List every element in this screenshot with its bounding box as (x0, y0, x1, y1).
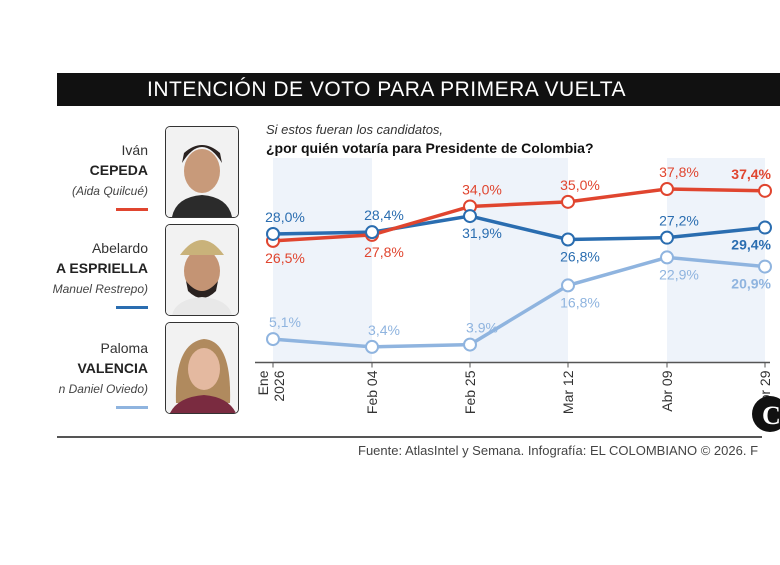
data-point (365, 225, 379, 240)
candidate-photo-cepeda (165, 126, 239, 218)
source-footer: Fuente: AtlasIntel y Semana. Infografía:… (358, 443, 759, 458)
data-label: 37,4% (731, 166, 771, 182)
data-point (758, 183, 772, 198)
background-band (273, 158, 372, 363)
data-point (561, 194, 575, 209)
data-label: 16,8% (560, 294, 600, 310)
candidate-first-name: Abelardo (91, 240, 148, 256)
footer-divider (57, 436, 762, 438)
candidate-photo-valencia (165, 322, 239, 414)
data-label: 3,4% (368, 322, 400, 338)
x-tick-label: Feb 04 (364, 370, 380, 414)
candidate-photo-espriella (165, 224, 239, 316)
data-label: 35,0% (560, 177, 600, 193)
chart-title: ¿por quién votaría para Presidente de Co… (266, 140, 594, 156)
candidate-vp: (Aida Quilcué) (71, 184, 148, 198)
data-point (463, 337, 477, 352)
data-point (365, 339, 379, 354)
data-label: 28,0% (265, 209, 305, 225)
data-label: 26,8% (560, 248, 600, 264)
candidate-last-name: VALENCIA (77, 360, 148, 376)
data-point (660, 250, 674, 265)
legend-swatch (116, 306, 148, 309)
data-label: 20,9% (731, 276, 771, 292)
candidate-first-name: Iván (121, 142, 148, 158)
x-tick-label: Ene2026 (255, 370, 287, 401)
data-label: 26,5% (265, 250, 305, 266)
data-label: 3.9% (466, 320, 498, 336)
infographic-title: INTENCIÓN DE VOTO PARA PRIMERA VUELTA (147, 78, 627, 101)
data-label: 22,9% (659, 266, 699, 282)
data-point (266, 226, 280, 241)
data-label: 37,8% (659, 164, 699, 180)
data-point (266, 332, 280, 347)
x-tick-label: Mar 12 (560, 370, 576, 414)
candidate-cepeda: Iván CEPEDA (Aida Quilcué) (72, 142, 148, 216)
candidate-last-name: CEPEDA (89, 162, 148, 178)
x-tick-label: Feb 25 (462, 370, 478, 414)
data-label: 27,8% (364, 244, 404, 260)
chart-subtitle: Si estos fueran los candidatos, (266, 122, 444, 137)
x-tick-label: Abr 09 (659, 370, 675, 411)
title-bar: INTENCIÓN DE VOTO PARA PRIMERA VUELTA (57, 73, 780, 106)
x-tick-label: Abr 29 (757, 370, 773, 411)
legend-swatch (116, 406, 148, 409)
series-line (272, 187, 766, 243)
series-line (272, 255, 766, 349)
data-point (561, 232, 575, 247)
data-label: 31,9% (462, 225, 502, 241)
data-point (561, 278, 575, 293)
candidate-vp: n Daniel Oviedo) (58, 382, 148, 396)
data-label: 28,4% (364, 207, 404, 223)
data-point (758, 259, 772, 274)
legend-swatch (116, 208, 148, 211)
data-point (463, 209, 477, 224)
data-label: 34,0% (462, 181, 502, 197)
data-point (660, 181, 674, 196)
data-label: 29,4% (731, 237, 771, 253)
data-point (758, 220, 772, 235)
candidate-espriella: Abelardo A ESPRIELLA Manuel Restrepo) (53, 240, 148, 314)
line-chart: Ene2026 Feb 04 Feb 25 Mar 12 Abr 09 Abr 29 26,… (255, 158, 773, 414)
series-line (272, 214, 766, 242)
background-band (470, 158, 568, 363)
candidate-last-name: A ESPRIELLA (55, 260, 148, 276)
data-label: 27,2% (659, 213, 699, 229)
candidate-first-name: Paloma (100, 340, 148, 356)
data-label: 5,1% (269, 314, 301, 330)
data-point (660, 230, 674, 245)
candidate-vp: Manuel Restrepo) (52, 282, 148, 296)
candidate-valencia: Paloma VALENCIA n Daniel Oviedo) (59, 340, 148, 414)
